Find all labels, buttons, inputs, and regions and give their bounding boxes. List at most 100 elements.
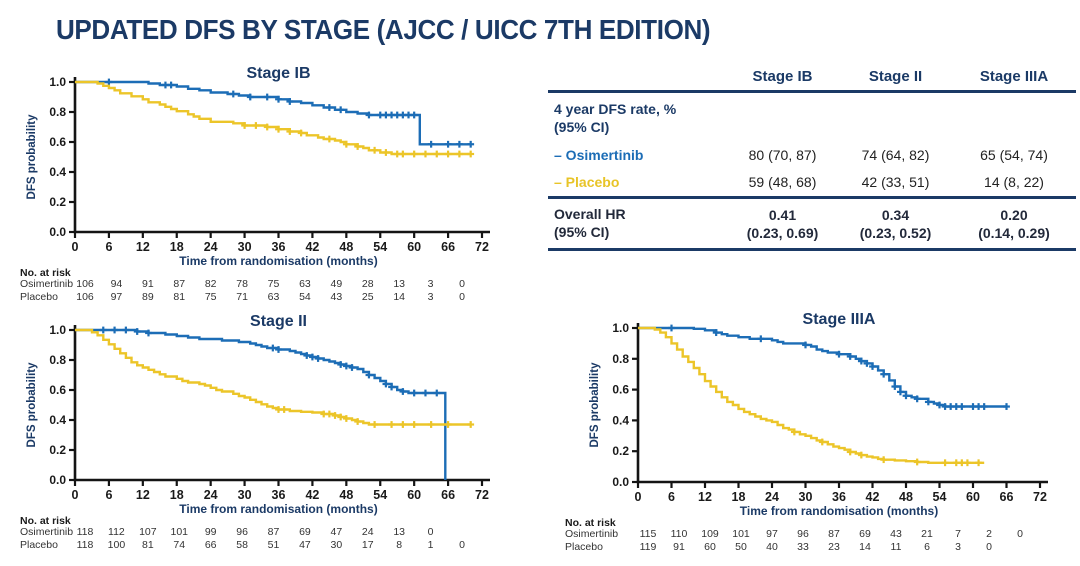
dfs-empty-2 xyxy=(839,115,952,121)
at-risk-count: 58 xyxy=(236,539,248,551)
at-risk-count: 30 xyxy=(330,539,342,551)
y-tick-label: 0.2 xyxy=(49,195,66,209)
x-tick-label: 30 xyxy=(238,488,252,502)
at-risk-count: 54 xyxy=(299,291,311,303)
placebo-label: – Placebo xyxy=(554,174,620,190)
summary-table: Stage IB Stage II Stage IIIA 4 year DFS … xyxy=(548,66,1076,252)
hr-ii-ci: (0.23, 0.52) xyxy=(859,224,932,241)
osimertinib-value-ib: 80 (70, 87) xyxy=(748,147,817,163)
at-risk-count: 47 xyxy=(299,539,311,551)
at-risk-count: 81 xyxy=(142,539,154,551)
at-risk-count: 106 xyxy=(76,291,94,303)
at-risk-count: 96 xyxy=(797,528,809,540)
y-tick-label: 0.0 xyxy=(49,473,66,487)
x-tick-label: 54 xyxy=(373,240,387,254)
at-risk-label: No. at risk xyxy=(565,517,616,529)
at-risk-row-name: Osimertinib xyxy=(565,528,618,540)
at-risk-count: 99 xyxy=(205,526,217,538)
at-risk-count: 89 xyxy=(142,291,154,303)
at-risk-count: 7 xyxy=(955,528,961,540)
at-risk-count: 118 xyxy=(77,526,94,538)
x-tick-label: 36 xyxy=(272,488,286,502)
at-risk-count: 25 xyxy=(362,291,374,303)
x-tick-label: 18 xyxy=(732,490,746,504)
x-tick-label: 72 xyxy=(1033,490,1047,504)
km-curve-osimertinib xyxy=(75,80,471,146)
at-risk-count: 106 xyxy=(76,278,94,290)
x-tick-label: 24 xyxy=(204,488,218,502)
x-tick-label: 6 xyxy=(105,488,112,502)
at-risk-count: 51 xyxy=(268,539,280,551)
table-header-empty xyxy=(548,75,726,82)
table-header-row: Stage IB Stage II Stage IIIA xyxy=(548,66,1076,93)
at-risk-row-name: Osimertinib xyxy=(20,526,73,538)
at-risk-count: 40 xyxy=(766,541,778,553)
table-row-placebo: – Placebo 59 (48, 68) 42 (33, 51) 14 (8,… xyxy=(548,169,1076,199)
x-tick-label: 48 xyxy=(339,240,353,254)
km-chart-stage-iiia: 1.0 0.8 0.6 0.4 0.2 0.0 0 6 12 18 24 30 36 42 48 54 60 66… xyxy=(555,310,1080,566)
at-risk-count: 3 xyxy=(428,291,434,303)
x-tick-label: 66 xyxy=(441,240,455,254)
at-risk-count: 13 xyxy=(393,278,405,290)
osimertinib-label: – Osimertinib xyxy=(554,147,644,163)
overall-hr-label-line2: (95% CI) xyxy=(554,224,610,241)
table-header-stage-ib: Stage IB xyxy=(752,68,813,85)
x-tick-label: 42 xyxy=(866,490,880,504)
at-risk-count: 1 xyxy=(428,539,434,551)
at-risk-count: 107 xyxy=(139,526,157,538)
at-risk-count: 112 xyxy=(108,526,125,538)
km-plot-stage-ii: 1.00.80.60.40.20.00 6 12 18 24 30 36 42 48 54 60 66… xyxy=(20,313,490,551)
at-risk-count: 119 xyxy=(640,541,657,553)
x-tick-label: 42 xyxy=(305,488,319,502)
at-risk-count: 63 xyxy=(299,278,311,290)
km-curve-placebo xyxy=(75,328,471,426)
x-tick-label: 66 xyxy=(1000,490,1014,504)
at-risk-count: 21 xyxy=(921,528,933,540)
at-risk-row-name: Placebo xyxy=(20,539,58,551)
km-title: Stage IB xyxy=(246,65,310,82)
x-tick-label: 36 xyxy=(832,490,846,504)
x-tick-label: 24 xyxy=(765,490,779,504)
overall-hr-value-iiia: 0.20 (0.14, 0.29) xyxy=(952,203,1076,245)
at-risk-count: 78 xyxy=(236,278,248,290)
x-tick-label: 18 xyxy=(170,488,184,502)
at-risk-count: 74 xyxy=(173,539,185,551)
x-tick-label: 60 xyxy=(407,240,421,254)
x-tick-label: 12 xyxy=(136,240,150,254)
hr-ii-estimate: 0.34 xyxy=(881,206,910,223)
placebo-value-ii: 42 (33, 51) xyxy=(861,174,930,190)
table-header-stage-ii: Stage II xyxy=(868,68,923,85)
overall-hr-value-ib: 0.41 (0.23, 0.69) xyxy=(726,203,839,245)
x-axis-title: Time from randomisation (months) xyxy=(740,504,938,518)
km-plot-stage-iiia: 1.00.80.60.40.20.00 6 12 18 24 30 36 42 48 54 60 66… xyxy=(565,311,1048,553)
at-risk-count: 101 xyxy=(170,526,188,538)
dfs-empty-3 xyxy=(952,115,1076,121)
x-tick-label: 60 xyxy=(966,490,980,504)
y-tick-label: 0.4 xyxy=(612,413,629,427)
at-risk-count: 91 xyxy=(673,541,685,553)
hr-iiia-ci: (0.14, 0.29) xyxy=(978,224,1050,241)
at-risk-count: 115 xyxy=(640,528,657,540)
x-tick-label: 36 xyxy=(272,240,286,254)
at-risk-count: 94 xyxy=(111,278,123,290)
dfs-rate-label: 4 year DFS rate, % (95% CI) xyxy=(548,93,726,142)
at-risk-count: 50 xyxy=(735,541,747,553)
at-risk-count: 0 xyxy=(459,291,465,303)
osimertinib-value-iiia: 65 (54, 74) xyxy=(980,147,1048,163)
at-risk-count: 28 xyxy=(362,278,374,290)
km-title: Stage II xyxy=(250,313,307,330)
at-risk-count: 43 xyxy=(890,528,902,540)
at-risk-count: 87 xyxy=(268,526,280,538)
km-plot-stage-ib: 1.00.80.60.40.20.00 6 12 18 24 30 36 42 48 54 60 66… xyxy=(20,65,490,303)
y-tick-label: 0.6 xyxy=(612,383,629,397)
km-chart-stage-ii: 1.0 0.8 0.6 0.4 0.2 0.0 0 6 12 18 24 30 36 42 48 54 60 66… xyxy=(0,310,530,566)
table-row-overall-hr: Overall HR (95% CI) 0.41 (0.23, 0.69) 0.… xyxy=(548,199,1076,252)
at-risk-count: 3 xyxy=(428,278,434,290)
at-risk-row-name: Placebo xyxy=(20,291,58,303)
at-risk-count: 75 xyxy=(268,278,280,290)
y-tick-label: 0.6 xyxy=(49,135,66,149)
at-risk-count: 0 xyxy=(459,539,465,551)
y-tick-label: 0.2 xyxy=(49,443,66,457)
at-risk-count: 8 xyxy=(396,539,402,551)
at-risk-count: 100 xyxy=(108,539,126,551)
